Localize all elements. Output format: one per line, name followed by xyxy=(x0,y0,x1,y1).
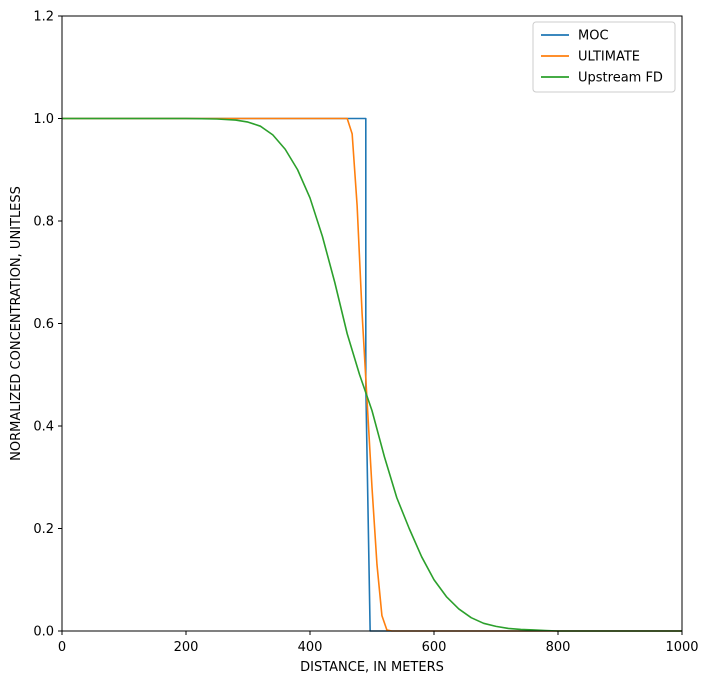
x-tick-label: 0 xyxy=(58,640,66,655)
legend-label-upstream-fd: Upstream FD xyxy=(578,71,663,86)
x-tick-label: 800 xyxy=(546,640,571,655)
y-tick-label: 0.0 xyxy=(33,625,54,640)
y-tick-label: 0.4 xyxy=(33,420,54,435)
series-layer xyxy=(62,117,682,632)
x-tick-label: 600 xyxy=(422,640,447,655)
x-tick-label: 400 xyxy=(298,640,323,655)
y-tick-label: 0.8 xyxy=(33,215,54,230)
plot-frame xyxy=(61,15,683,632)
legend-label-ultimate: ULTIMATE xyxy=(578,50,640,65)
x-axis: 0 200 400 600 800 1000 xyxy=(58,631,699,655)
y-tick-label: 1.0 xyxy=(33,112,54,127)
legend: MOC ULTIMATE Upstream FD xyxy=(532,21,676,93)
y-axis: 0.0 0.2 0.4 0.6 0.8 1.0 1.2 xyxy=(33,10,62,640)
series-line-upstream-fd xyxy=(62,117,682,632)
y-axis-label: NORMALIZED CONCENTRATION, UNITLESS xyxy=(9,186,24,461)
y-tick-label: 0.6 xyxy=(33,317,54,332)
x-axis-label: DISTANCE, IN METERS xyxy=(300,660,444,675)
y-tick-label: 1.2 xyxy=(33,10,54,25)
legend-box xyxy=(532,21,676,93)
x-tick-label: 1000 xyxy=(665,640,698,655)
series-line-ultimate xyxy=(62,117,682,632)
legend-label-moc: MOC xyxy=(578,29,609,44)
x-tick-label: 200 xyxy=(174,640,199,655)
y-tick-label: 0.2 xyxy=(33,522,54,537)
series-line-moc xyxy=(62,117,682,632)
